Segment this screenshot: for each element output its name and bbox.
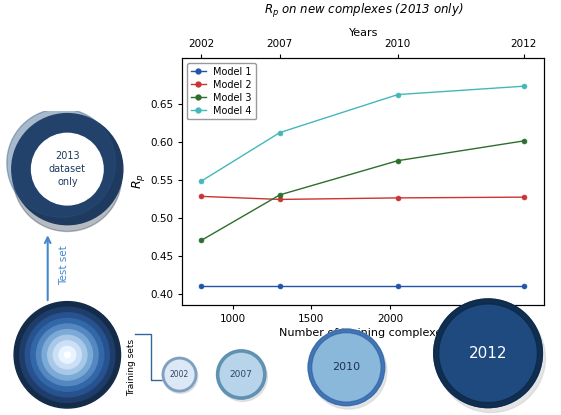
Circle shape <box>42 330 93 380</box>
Circle shape <box>434 299 542 408</box>
Circle shape <box>14 302 121 408</box>
Y-axis label: $R_p$: $R_p$ <box>130 173 148 190</box>
Model 4 <box>521 84 527 89</box>
Circle shape <box>163 359 198 393</box>
Circle shape <box>65 352 70 358</box>
Circle shape <box>59 347 76 363</box>
Model 1 <box>277 283 283 288</box>
Model 2 <box>198 194 205 199</box>
Circle shape <box>217 350 266 399</box>
Model 4 <box>277 130 283 135</box>
X-axis label: Number of training complexes: Number of training complexes <box>279 328 448 338</box>
Model 1 <box>521 283 527 288</box>
Line: Model 2: Model 2 <box>199 194 526 202</box>
Circle shape <box>310 332 387 409</box>
Model 1 <box>198 283 205 288</box>
Circle shape <box>162 357 197 392</box>
Circle shape <box>48 335 87 374</box>
Text: 2013
dataset
only: 2013 dataset only <box>49 151 86 187</box>
Line: Model 1: Model 1 <box>199 283 526 288</box>
Line: Model 4: Model 4 <box>199 84 526 183</box>
Model 3 <box>198 238 205 243</box>
Model 2 <box>394 195 401 200</box>
Circle shape <box>20 307 115 403</box>
Text: 2007: 2007 <box>230 370 252 379</box>
Text: Test set: Test set <box>59 246 70 286</box>
Circle shape <box>31 133 103 205</box>
Model 4 <box>394 92 401 97</box>
Text: 2002: 2002 <box>170 370 189 379</box>
X-axis label: Years: Years <box>348 28 378 38</box>
Text: Training sets: Training sets <box>127 339 136 396</box>
Text: 2012: 2012 <box>469 346 507 361</box>
Circle shape <box>13 123 122 232</box>
Legend: Model 1, Model 2, Model 3, Model 4: Model 1, Model 2, Model 3, Model 4 <box>187 63 256 120</box>
Model 3 <box>394 158 401 163</box>
Circle shape <box>7 109 116 217</box>
Model 4 <box>198 179 205 184</box>
Circle shape <box>308 329 385 405</box>
Circle shape <box>218 352 267 401</box>
Circle shape <box>437 304 545 413</box>
Model 2 <box>521 195 527 200</box>
Model 2 <box>277 197 283 202</box>
Circle shape <box>36 324 98 386</box>
Model 1 <box>394 283 401 288</box>
Circle shape <box>53 341 81 369</box>
Circle shape <box>12 114 123 225</box>
Line: Model 3: Model 3 <box>199 139 526 243</box>
Circle shape <box>31 318 104 391</box>
Text: 2010: 2010 <box>332 362 361 372</box>
Circle shape <box>25 313 109 397</box>
Model 3 <box>277 193 283 198</box>
Model 3 <box>521 139 527 144</box>
Text: $R_p$ on new complexes (2013 only): $R_p$ on new complexes (2013 only) <box>264 2 463 20</box>
